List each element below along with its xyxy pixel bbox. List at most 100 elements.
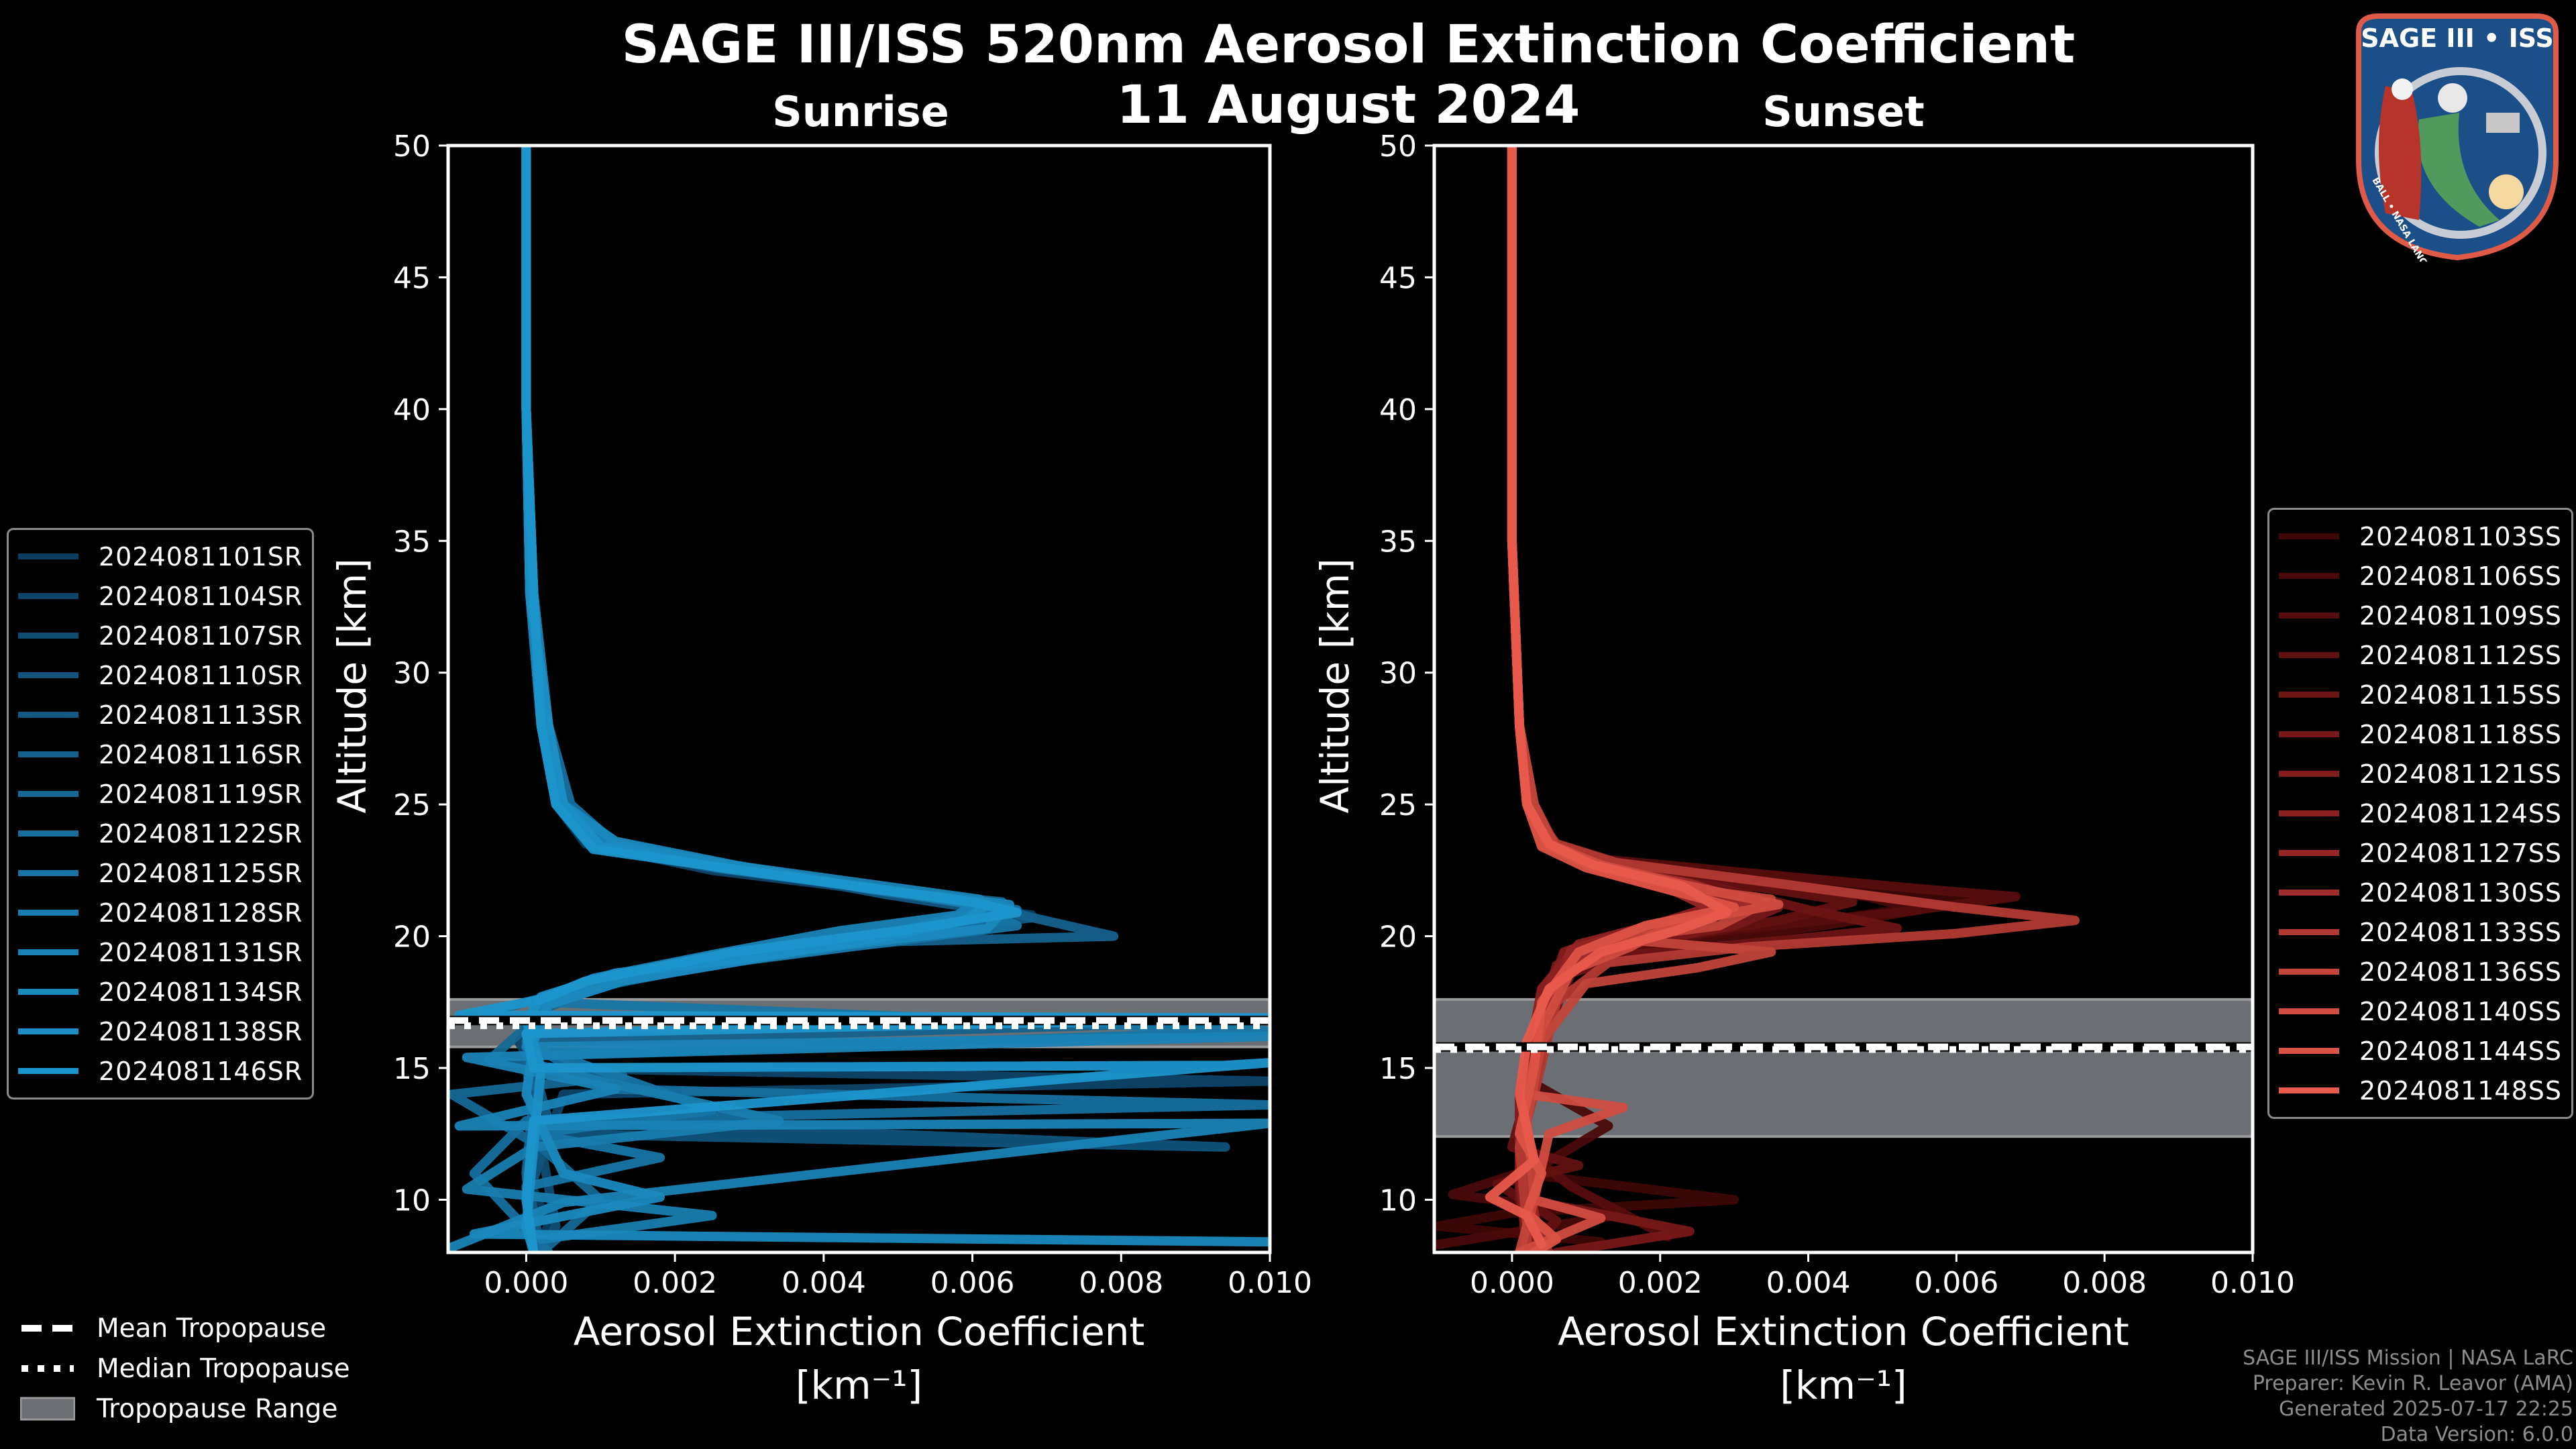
legend-entry: 2024081144SS [2279,1031,2562,1071]
legend-line-swatch-icon [18,791,78,797]
y-tick-label: 20 [1379,920,1417,955]
y-tick-label: 10 [393,1183,431,1218]
legend-label: 2024081148SS [2359,1075,2563,1106]
x-axis-units: [km⁻¹] [796,1362,922,1408]
legend-line-swatch-icon [2279,573,2339,579]
y-tick-label: 15 [393,1052,431,1086]
legend-line-swatch-icon [2279,810,2339,816]
x-tick-label: 0.004 [1766,1266,1851,1300]
y-tick-label: 35 [1379,525,1417,559]
x-tick-label: 0.000 [1470,1266,1554,1300]
legend-label: 2024081130SS [2359,877,2563,908]
legend-line-swatch-icon [18,830,78,837]
legend-line-swatch-icon [18,1068,78,1074]
legend-label: 2024081115SS [2359,680,2563,710]
legend-label: 2024081124SS [2359,798,2563,828]
legend-entry: 2024081138SR [18,1012,303,1051]
y-tick-label: 50 [393,129,431,164]
legend-mean-tropopause: Mean Tropopause [20,1308,350,1348]
legend-line-swatch-icon [18,593,78,599]
x-tick-label: 0.008 [2062,1266,2147,1300]
y-axis-label: Altitude [km] [329,558,375,813]
legend-label: 2024081109SS [2359,600,2563,631]
legend-label: 2024081119SR [99,779,303,809]
legend-label: Tropopause Range [97,1393,338,1424]
x-tick-label: 0.010 [2210,1266,2295,1300]
legend-line-swatch-icon [2279,929,2339,935]
legend-line-swatch-icon [2279,731,2339,737]
legend-line-swatch-icon [2279,771,2339,777]
legend-tropopause-range: Tropopause Range [20,1389,350,1429]
y-tick-label: 15 [1379,1052,1417,1086]
y-tick-label: 30 [393,657,431,691]
legend-line-swatch-icon [2279,692,2339,698]
x-axis-units: [km⁻¹] [1780,1362,1907,1408]
legend-label: Median Tropopause [97,1353,350,1384]
sunrise-plot-area [448,146,1270,1252]
legend-entry: 2024081103SS [2279,517,2562,556]
y-tick-label: 40 [1379,393,1417,427]
legend-entry: 2024081146SR [18,1051,303,1091]
legend-label: Mean Tropopause [97,1313,327,1344]
series-line-2024081146SR [454,146,1270,1252]
dotted-line-icon [20,1363,75,1374]
legend-line-swatch-icon [2279,969,2339,975]
axes-frame [446,144,1272,1254]
legend-line-swatch-icon [18,751,78,757]
legend-entry: 2024081134SR [18,972,303,1012]
sunset-legend: 2024081103SS 2024081106SS 2024081109SS 2024… [2267,508,2574,1119]
legend-label: 2024081140SS [2359,996,2563,1026]
y-tick-label: 35 [393,525,431,559]
legend-entry: 2024081122SR [18,814,303,853]
legend-entry: 2024081106SS [2279,556,2562,596]
dashed-line-icon [20,1323,75,1334]
legend-label: 2024081128SR [99,898,303,928]
credits-data-version: Data Version: 6.0.0 [2380,1423,2573,1446]
legend-line-swatch-icon [18,870,78,876]
legend-line-swatch-icon [18,553,78,559]
x-tick-label: 0.008 [1079,1266,1163,1300]
sunrise-panel-title: Sunrise [772,87,949,136]
y-axis-label: Altitude [km] [1312,558,1358,813]
legend-entry: 2024081133SS [2279,912,2562,952]
legend-line-swatch-icon [2279,850,2339,856]
legend-entry: 2024081148SS [2279,1071,2562,1110]
y-tick-label: 45 [393,261,431,295]
legend-line-swatch-icon [2279,533,2339,539]
chart-subtitle-date: 11 August 2024 [1116,75,1580,136]
legend-entry: 2024081101SR [18,537,303,576]
legend-entry: 2024081104SR [18,576,303,616]
legend-entry: 2024081113SR [18,695,303,735]
credits-block: SAGE III/ISS Mission | NASA LaRC Prepare… [2243,1346,2573,1448]
legend-entry: 2024081121SS [2279,754,2562,794]
legend-entry: 2024081118SS [2279,714,2562,754]
x-tick-label: 0.006 [1914,1266,1998,1300]
legend-line-swatch-icon [18,1028,78,1034]
legend-label: 2024081104SR [99,581,303,611]
legend-label: 2024081144SS [2359,1036,2563,1066]
y-tick-label: 25 [1379,788,1417,822]
logo-title: SAGE III • ISS [2361,23,2554,53]
legend-label: 2024081131SR [99,937,303,967]
legend-entry: 2024081116SR [18,735,303,774]
legend-label: 2024081121SS [2359,759,2563,789]
tropopause-legend: Mean Tropopause Median Tropopause Tropop… [20,1308,350,1429]
legend-label: 2024081133SS [2359,917,2563,947]
legend-label: 2024081136SS [2359,957,2563,987]
legend-label: 2024081116SR [99,739,303,769]
sunrise-legend: 2024081101SR 2024081104SR 2024081107SR 2024… [7,528,315,1099]
legend-line-swatch-icon [18,949,78,955]
x-tick-label: 0.006 [930,1266,1015,1300]
y-tick-label: 30 [1379,657,1417,691]
legend-entry: 2024081107SR [18,616,303,655]
legend-line-swatch-icon [2279,1087,2339,1093]
legend-label: 2024081103SS [2359,521,2563,551]
credits-preparer: Preparer: Kevin R. Leavor (AMA) [2252,1372,2573,1395]
x-axis-label: Aerosol Extinction Coefficient [1558,1309,2129,1354]
legend-label: 2024081112SS [2359,640,2563,670]
legend-line-swatch-icon [18,989,78,995]
x-tick-label: 0.004 [782,1266,866,1300]
legend-label: 2024081146SR [99,1056,303,1086]
y-tick-label: 20 [393,920,431,955]
legend-line-swatch-icon [18,672,78,678]
